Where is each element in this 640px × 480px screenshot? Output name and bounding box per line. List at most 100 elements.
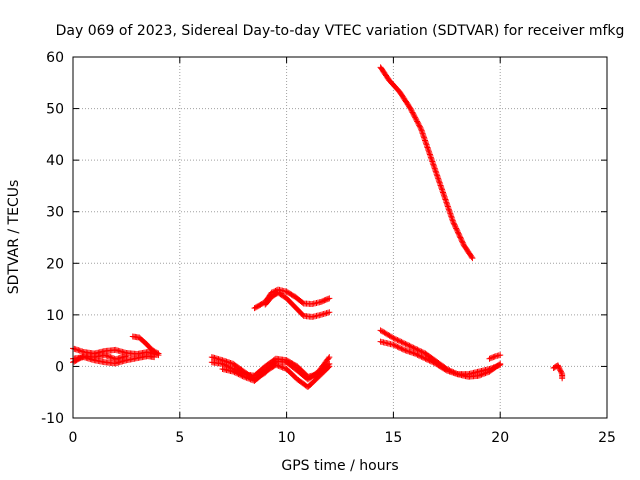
data-point [150,347,157,354]
data-point [236,371,243,378]
y-tick-label: 50 [46,102,64,118]
data-point [239,373,246,380]
data-point [429,358,436,365]
data-point [459,238,466,245]
data-point [450,220,457,227]
data-point [491,363,498,370]
data-point [395,337,402,344]
series-arc-10 [377,64,476,262]
data-point [399,339,406,346]
data-point [103,352,110,359]
data-point [240,373,247,380]
data-point [468,253,475,260]
data-point [326,354,333,361]
data-point [469,255,476,262]
data-point [325,295,332,302]
x-tick-label: 10 [278,430,296,446]
series-arc-12 [377,338,504,378]
data-point [557,368,564,375]
data-point [390,335,397,342]
data-point [391,342,398,349]
data-point [110,355,117,362]
data-point [442,366,449,373]
data-point [401,340,408,347]
data-point [494,362,501,369]
data-point [414,118,421,125]
data-point [397,344,404,351]
data-point [326,295,333,302]
data-point [455,230,462,237]
data-point [491,353,498,360]
data-point [154,349,161,356]
data-point [390,341,397,348]
data-point [234,370,241,377]
series-arc-6 [208,355,333,380]
data-point [231,369,238,376]
data-point [398,338,405,345]
data-point [406,342,413,349]
data-point [235,371,242,378]
data-point [415,347,422,354]
data-point [452,224,459,231]
data-point [489,364,496,371]
data-point [417,347,424,354]
data-point [411,350,418,357]
data-point [108,354,115,361]
data-point [394,343,401,350]
data-point [408,106,415,113]
data-point [325,364,332,371]
data-point [393,343,400,350]
data-point [422,355,429,362]
data-point [554,362,561,369]
data-point [155,350,162,357]
data-point [247,376,254,383]
data-point [276,363,283,370]
data-point [414,119,421,126]
x-tick-label: 0 [69,430,78,446]
data-point [409,109,416,116]
x-tick-label: 20 [491,430,509,446]
series-layer [70,64,566,391]
data-point [280,364,287,371]
data-point [410,112,417,119]
series-arc-3 [70,352,130,366]
data-point [430,359,437,366]
data-point [399,346,406,353]
data-point [419,354,426,361]
data-point [418,353,425,360]
data-point [219,360,226,367]
x-tick-label: 5 [175,430,184,446]
data-point [414,346,421,353]
grid [73,57,607,418]
data-point [421,355,428,362]
data-point [106,353,113,360]
data-point [558,369,565,376]
data-point [278,363,285,370]
series-arc-7 [219,361,333,391]
y-tick-label: 40 [46,153,64,169]
data-point [149,346,156,353]
data-point [426,357,433,364]
data-point [395,344,402,351]
data-point [556,366,563,373]
data-point [415,121,422,128]
data-point [490,354,497,361]
data-point [243,374,250,381]
data-point [398,345,405,352]
data-point [246,375,253,382]
data-point [151,354,158,361]
data-point [242,374,249,381]
data-point [555,363,562,370]
data-point [389,334,396,341]
y-axis-label: SDTVAR / TECUs [6,180,22,295]
data-point [456,233,463,240]
data-point [123,353,130,360]
data-point [151,348,158,355]
y-tick-label: 10 [46,308,64,324]
data-point [493,363,500,370]
series-arc-14 [550,362,566,382]
data-point [414,351,421,358]
data-point [451,221,458,228]
